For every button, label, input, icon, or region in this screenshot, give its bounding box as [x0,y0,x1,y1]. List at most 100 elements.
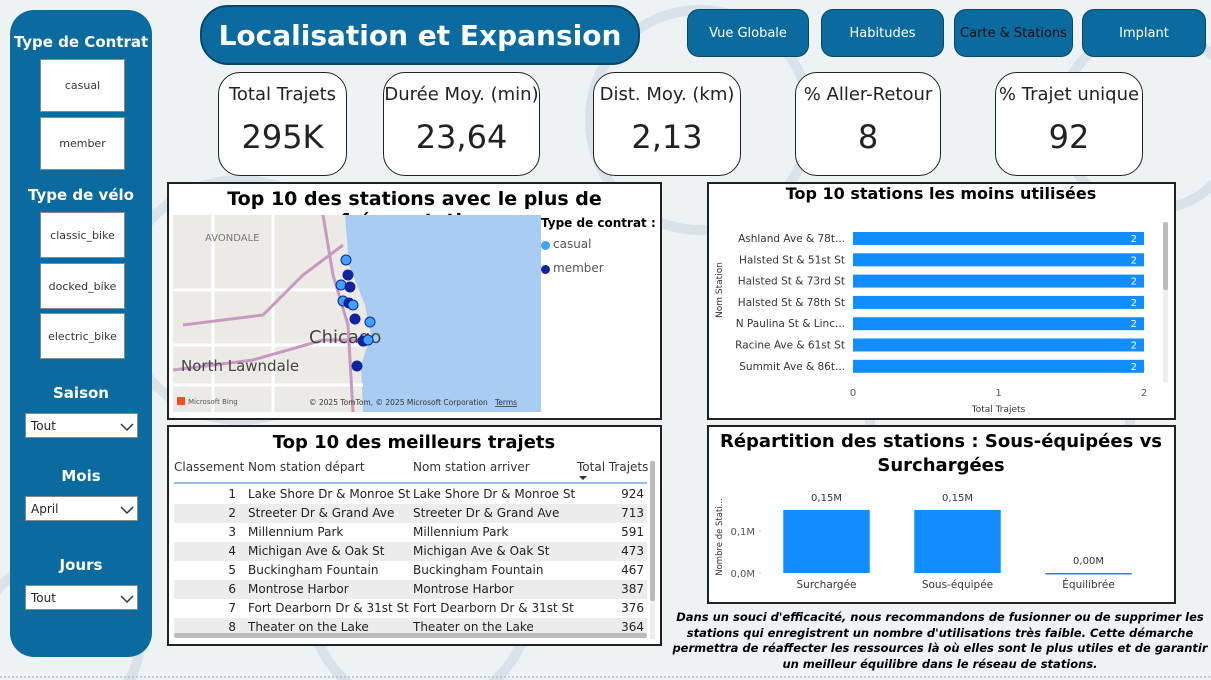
station-marker [344,281,356,293]
nav-button[interactable]: Carte & Stations [954,9,1073,57]
recommendation-note: Dans un souci d'efficacité, nous recomma… [672,610,1208,671]
x-axis-label: Total Trajets [971,405,1026,415]
table-cell: 473 [621,544,644,558]
data-label: 0,15M [942,493,973,504]
table-cell: 1 [228,487,236,501]
table-cell: 713 [621,506,644,520]
filter-label: Type de Contrat [13,33,149,51]
y-tick-label: Summit Ave & 86t... [739,361,845,373]
filter-label: Saison [53,384,109,402]
table-cell: Montrose Harbor [413,582,514,596]
dropdown[interactable]: April [25,496,138,521]
row-band [174,580,647,599]
legend-label: member [553,261,604,275]
roads [173,215,363,412]
bar [1045,573,1132,575]
brand-logo [177,397,185,405]
kpi-value: 23,64 [415,118,508,156]
kpi-label: % Trajet unique [998,84,1140,105]
bar [853,253,1144,267]
nav-button[interactable]: Implant [1082,9,1206,57]
map-terms: Terms [494,398,517,407]
scrollbar [1163,222,1168,382]
y-tick-label: Ashland Ave & 78t... [738,233,845,245]
x-tick-label: Surchargée [797,579,857,591]
bar [853,359,1144,373]
filter-option[interactable]: docked_bike [40,263,125,309]
distribution-panel: Répartition des stations : Sous-équipées… [707,425,1176,604]
table-cell: Lake Shore Dr & Monroe St [248,487,410,501]
dropdown[interactable]: Tout [25,413,138,438]
data-label: 2 [1131,277,1137,288]
dropdown-arrow [120,595,134,604]
row-band [174,504,647,523]
place-label: AVONDALE [205,233,259,244]
data-label: 0,15M [811,493,842,504]
bar [853,274,1144,288]
dropdown-arrow [120,423,134,432]
row-band [174,542,647,561]
station-marker [335,279,347,291]
legend-label: casual [553,237,592,251]
station-marker [342,269,354,281]
y-tick-label: Halsted St & 78th St [738,297,845,309]
filter-option[interactable]: electric_bike [40,313,125,359]
y-axis-label: Nom Station [715,262,725,318]
table-cell: 8 [228,620,236,634]
legend-swatch [541,241,550,250]
table-cell: Theater on the Lake [412,620,534,634]
filter-label: Type de vélo [28,186,134,204]
kpi-value: 295K [241,118,324,156]
dropdown-value: April [31,502,59,516]
lake [345,215,541,412]
row-band [174,618,647,637]
column-header: Nom station arriver [413,460,530,474]
filter-label: Jours [59,556,103,574]
table-cell: Montrose Harbor [248,582,349,596]
bar [853,232,1144,245]
dropdown[interactable]: Tout [25,585,138,610]
x-tick-label: 2 [1141,388,1147,399]
nav-button[interactable]: Habitudes [821,9,944,57]
x-tick-label: 1 [995,388,1001,399]
table-cell: 364 [621,620,644,634]
data-label: 2 [1131,362,1137,373]
kpi-card: Total Trajets 295K [218,72,347,176]
table-cell: Streeter Dr & Grand Ave [413,506,559,520]
kpi-card: % Aller-Retour 8 [795,72,941,176]
bar [783,510,870,573]
place-label: North Lawndale [181,357,299,375]
data-label: 2 [1131,234,1137,245]
table-cell: Lake Shore Dr & Monroe St [413,487,575,501]
table-title: Top 10 des meilleurs trajets [273,432,555,453]
table-cell: 4 [228,544,236,558]
column-header: Total Trajets [576,460,648,474]
legend-swatch [541,265,550,274]
station-marker [364,316,376,328]
kpi-label: Durée Moy. (min) [384,84,539,105]
table-cell: 2 [228,506,236,520]
y-axis-label: Nombre de Stati... [715,498,725,576]
kpi-card: % Trajet unique 92 [995,72,1143,176]
table-cell: Streeter Dr & Grand Ave [248,506,394,520]
data-label: 2 [1131,255,1137,266]
y-tick-label: Racine Ave & 61st St [735,340,845,352]
filter-option[interactable]: casual [40,59,125,112]
table-cell: 5 [228,563,236,577]
bar [853,317,1144,331]
table-cell: 467 [621,563,644,577]
table-cell: Millennium Park [413,525,508,539]
nav-button[interactable]: Vue Globale [687,9,809,57]
scrollbar-thumb [1163,222,1168,290]
filter-option[interactable]: classic_bike [40,212,125,258]
table-cell: 7 [228,601,236,615]
table-cell: Buckingham Fountain [413,563,543,577]
filter-option[interactable]: member [40,117,125,170]
table-cell: Fort Dearborn Dr & 31st St [248,601,409,615]
y-tick-label: Halsted St & 51st St [739,254,845,266]
table-cell: Theater on the Lake [247,620,369,634]
top-trips-panel: Top 10 des meilleurs trajets Classement No… [167,425,662,646]
